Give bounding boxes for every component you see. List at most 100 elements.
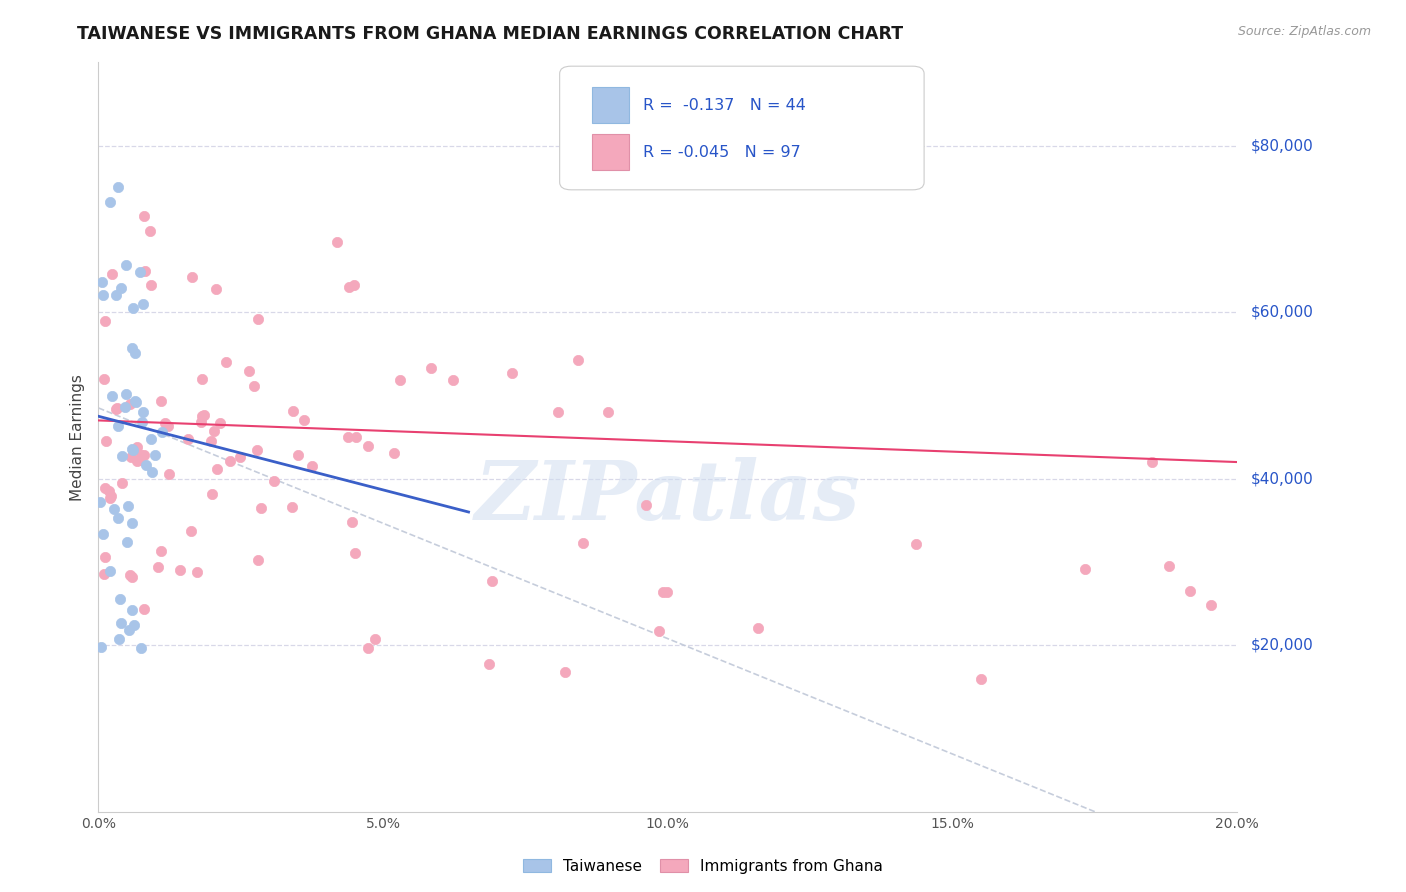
Point (652, 585, 675, 599)
Point (94, 481, 117, 495)
Point (115, 535, 138, 549)
Point (1157, 558, 1180, 573)
Point (122, 301, 145, 316)
Point (124, 346, 146, 360)
Point (98, 194, 121, 209)
Point (122, 618, 145, 632)
Point (107, 179, 129, 194)
Text: $60,000: $60,000 (1251, 305, 1315, 319)
Point (246, 311, 269, 326)
Point (129, 452, 152, 467)
Point (98, 491, 121, 505)
Point (110, 450, 132, 464)
Point (121, 516, 143, 530)
Point (481, 574, 503, 588)
Point (120, 568, 142, 582)
Point (186, 565, 208, 579)
Point (121, 341, 143, 355)
Point (246, 443, 269, 458)
Point (110, 281, 132, 295)
Point (129, 448, 152, 462)
Point (970, 672, 993, 686)
Point (118, 396, 141, 410)
Point (191, 372, 214, 386)
Point (89, 494, 111, 508)
Point (181, 269, 204, 284)
Point (131, 416, 153, 430)
Point (121, 570, 143, 584)
Legend: Taiwanese, Immigrants from Ghana: Taiwanese, Immigrants from Ghana (517, 853, 889, 880)
Point (263, 474, 285, 488)
Point (93, 314, 115, 328)
Text: R =  -0.137   N = 44: R = -0.137 N = 44 (643, 97, 806, 112)
Point (336, 430, 359, 444)
Point (108, 591, 131, 606)
Point (98, 564, 121, 578)
Point (180, 524, 202, 539)
Point (138, 225, 160, 239)
Point (98, 483, 121, 498)
Point (281, 500, 304, 515)
Point (205, 282, 228, 296)
Point (115, 387, 138, 401)
Point (124, 394, 146, 409)
Point (107, 510, 129, 524)
Point (343, 278, 366, 293)
Point (1199, 598, 1222, 612)
Point (342, 515, 364, 529)
Bar (592, 87, 628, 123)
Point (103, 502, 125, 516)
Point (94, 549, 117, 564)
Point (209, 416, 232, 430)
Point (905, 536, 928, 550)
Point (636, 498, 658, 512)
Point (108, 632, 131, 646)
Point (287, 448, 309, 462)
Point (127, 440, 149, 454)
Point (155, 417, 177, 431)
Point (190, 415, 212, 429)
FancyBboxPatch shape (560, 66, 924, 190)
Point (117, 500, 139, 514)
Point (382, 446, 405, 460)
Point (344, 430, 367, 444)
Point (105, 401, 128, 416)
Point (139, 432, 162, 446)
Point (325, 235, 347, 250)
Point (202, 424, 225, 438)
Point (648, 624, 671, 638)
Point (90, 640, 112, 654)
Point (93, 372, 115, 386)
Point (655, 584, 678, 599)
Point (200, 487, 222, 501)
Point (420, 361, 443, 376)
Point (1074, 561, 1097, 575)
Point (91, 275, 114, 289)
Point (243, 379, 266, 393)
Point (169, 563, 191, 577)
Point (478, 657, 501, 671)
Point (141, 466, 163, 480)
Point (105, 401, 128, 416)
Point (247, 553, 270, 567)
Point (132, 296, 155, 310)
Point (363, 632, 385, 647)
Point (193, 408, 215, 422)
Point (135, 458, 157, 473)
Point (337, 279, 360, 293)
Point (219, 454, 242, 468)
Point (111, 476, 134, 491)
Point (125, 454, 148, 468)
Point (91, 288, 114, 302)
Point (129, 640, 152, 655)
Point (107, 419, 129, 434)
Point (1178, 584, 1201, 599)
Point (547, 405, 569, 419)
Point (134, 263, 156, 277)
Point (567, 352, 589, 367)
Text: $40,000: $40,000 (1251, 471, 1315, 486)
Point (149, 544, 172, 558)
Point (100, 489, 122, 503)
Point (93, 566, 115, 581)
Point (114, 401, 136, 415)
